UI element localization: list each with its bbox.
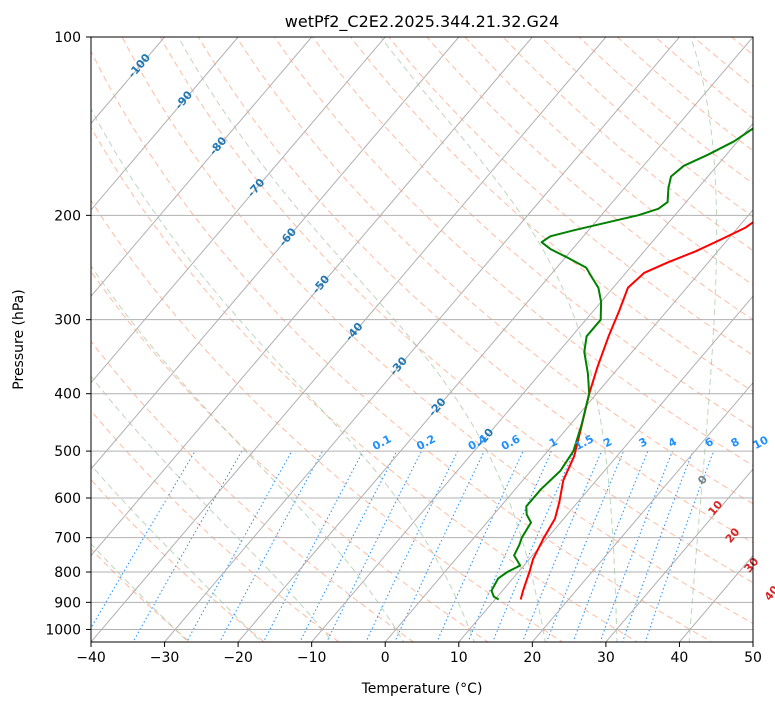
moist-adiabat-line bbox=[688, 37, 718, 642]
y-tick-label: 700 bbox=[54, 531, 81, 547]
x-tick-label: 40 bbox=[671, 650, 689, 666]
y-tick-label: 1000 bbox=[45, 622, 81, 638]
dry-adiabat-line bbox=[91, 548, 191, 642]
isotherm-line bbox=[91, 37, 313, 298]
temperature-line bbox=[519, 221, 753, 600]
dry-adiabat-line bbox=[91, 479, 266, 642]
isotherm-line bbox=[91, 37, 386, 384]
plot-frame bbox=[90, 36, 754, 643]
isotherm-line bbox=[237, 37, 753, 642]
y-tick-label: 200 bbox=[54, 208, 81, 224]
x-tick-label: −30 bbox=[150, 650, 180, 666]
x-tick-label: 50 bbox=[744, 650, 762, 666]
x-tick-label: −40 bbox=[76, 650, 106, 666]
dry-adiabat-line bbox=[91, 199, 564, 642]
axis-ticks: −40 −30 −20 −10 0 10 20 30 40 50 100 200 300 400 500 60… bbox=[45, 30, 762, 666]
y-tick-label: 600 bbox=[54, 491, 81, 507]
dry-adiabat-line bbox=[91, 340, 415, 642]
x-tick-label: −10 bbox=[297, 650, 327, 666]
dry-adiabat-line bbox=[121, 37, 753, 624]
dry-adiabat-line bbox=[159, 37, 753, 584]
dry-adiabat-line bbox=[426, 37, 753, 321]
dry-adiabat-line bbox=[91, 126, 639, 642]
y-tick-label: 100 bbox=[54, 30, 81, 46]
y-tick-label: 500 bbox=[54, 444, 81, 460]
chart-title: wetPf2_C2E2.2025.344.21.32.G24 bbox=[285, 12, 559, 32]
dry-adiabat-line bbox=[91, 50, 713, 642]
moist-adiabat-line bbox=[91, 543, 189, 642]
moist-adiabat-line bbox=[380, 37, 618, 642]
isotherm-line bbox=[91, 37, 460, 470]
isotherm-line bbox=[605, 468, 753, 642]
x-tick-label: 10 bbox=[450, 650, 468, 666]
y-tick-label: 400 bbox=[54, 387, 81, 403]
moist-adiabat-line bbox=[91, 107, 475, 642]
isotherm-line bbox=[91, 37, 607, 642]
isotherm-line bbox=[531, 381, 753, 642]
y-tick-label: 800 bbox=[54, 565, 81, 581]
x-tick-label: 30 bbox=[597, 650, 615, 666]
moist-adiabat-line bbox=[91, 265, 405, 642]
dry-adiabat-line bbox=[91, 409, 340, 642]
y-tick-label: 300 bbox=[54, 313, 81, 329]
x-tick-label: 20 bbox=[523, 650, 541, 666]
y-tick-label: 900 bbox=[54, 595, 81, 611]
x-axis-label: Temperature (°C) bbox=[361, 681, 483, 697]
isotherm-line bbox=[91, 37, 239, 211]
y-axis-label: Pressure (hPa) bbox=[11, 289, 27, 389]
dewpoint-line bbox=[490, 127, 753, 601]
dry-adiabat-line bbox=[311, 37, 753, 429]
isotherm-line bbox=[458, 295, 753, 642]
mixing-ratio-label: 10 bbox=[751, 433, 771, 452]
x-tick-label: −20 bbox=[223, 650, 253, 666]
dry-adiabat-line bbox=[235, 37, 753, 505]
isotherm-line bbox=[164, 37, 680, 642]
dry-adiabat-line bbox=[273, 37, 753, 467]
dry-adiabat-line bbox=[197, 37, 753, 544]
background-grid bbox=[91, 37, 753, 642]
isotherm-line bbox=[384, 209, 753, 642]
isotherm-line bbox=[91, 37, 533, 557]
x-tick-label: 0 bbox=[381, 650, 390, 666]
profile-lines bbox=[490, 127, 753, 601]
